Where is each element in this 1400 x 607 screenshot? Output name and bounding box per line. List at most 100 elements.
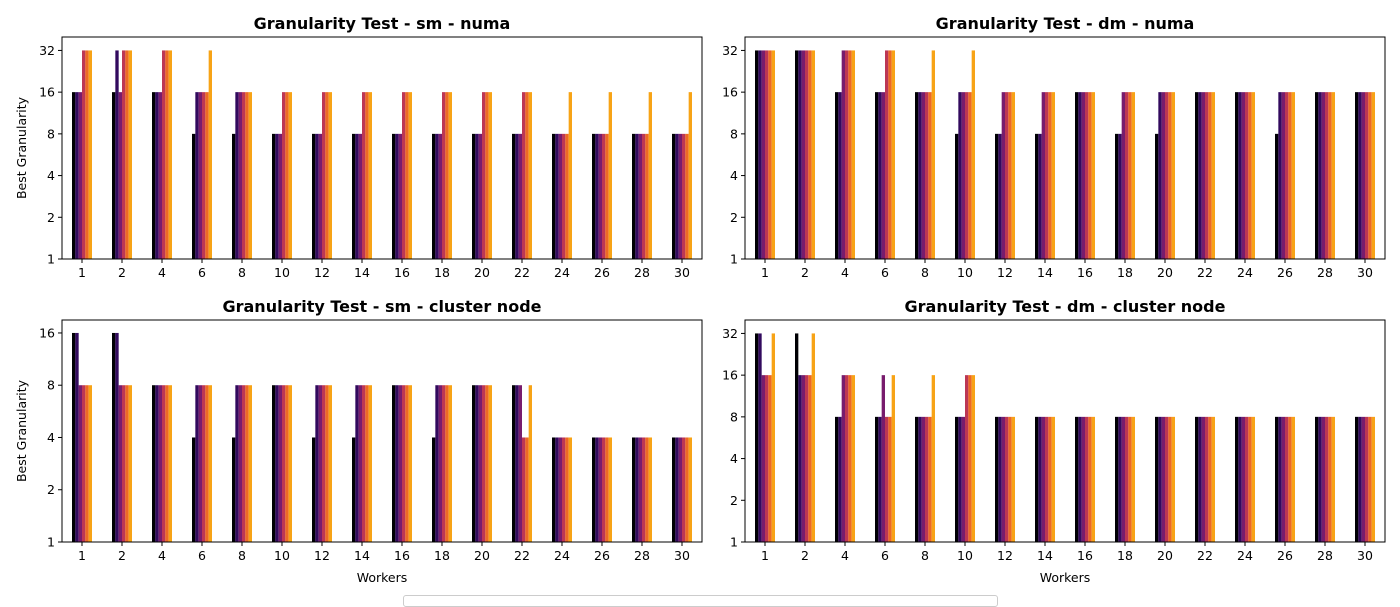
chart-2-xtick-label-11: 22 <box>514 548 530 563</box>
chart-1-bar-s2-c13 <box>1281 92 1285 259</box>
chart-2-bar-s1-c5 <box>275 385 279 542</box>
chart-2-bar-s0-c10 <box>472 385 476 542</box>
chart-3-xtick-label-12: 24 <box>1237 548 1253 563</box>
chart-3-bar-s4-c3 <box>888 416 892 542</box>
chart-1-bar-s5-c11 <box>1211 92 1215 259</box>
chart-3-xtick-label-6: 12 <box>997 548 1013 563</box>
chart-2-axes-frame <box>61 319 703 543</box>
chart-1-bar-s4-c13 <box>1288 92 1292 259</box>
chart-2-bar-s5-c1 <box>128 385 132 542</box>
chart-0-title: Granularity Test - sm - numa <box>254 14 511 33</box>
chart-2-xtick-label-0: 1 <box>78 548 86 563</box>
chart-2-bar-s2-c14 <box>638 437 642 542</box>
chart-0-bar-s1-c14 <box>635 133 639 259</box>
chart-1-bar-s4-c1 <box>808 50 812 260</box>
chart-1-xtick-label-5: 10 <box>957 265 973 280</box>
chart-2-ylabel: Best Granularity <box>14 379 29 482</box>
chart-3-bar-s5-c12 <box>1251 416 1255 542</box>
chart-3-bar-s5-c9 <box>1131 416 1135 542</box>
chart-2-bar-s4-c15 <box>685 437 689 542</box>
chart-0-bar-s2-c14 <box>638 133 642 259</box>
chart-0-ytick-label-5: 32 <box>39 43 55 58</box>
chart-0-bar-s1-c3 <box>195 92 199 259</box>
chart-1-bar-s4-c10 <box>1168 92 1172 259</box>
chart-3-ytick-label-0: 1 <box>730 535 738 550</box>
chart-3-bar-s1-c3 <box>878 416 882 542</box>
chart-3-bar-s0-c12 <box>1235 416 1239 542</box>
chart-2-bar-s0-c3 <box>192 437 196 542</box>
chart-1-bar-s1-c6 <box>998 133 1002 259</box>
chart-0-bar-s5-c6 <box>328 92 332 259</box>
chart-3-bar-s2-c8 <box>1081 416 1085 542</box>
chart-3-bar-s4-c11 <box>1208 416 1212 542</box>
chart-3-bar-s3-c6 <box>1005 416 1009 542</box>
chart-0-bar-s3-c7 <box>362 92 366 259</box>
chart-2-bar-s2-c0 <box>78 385 82 542</box>
chart-0-bar-s0-c10 <box>472 133 476 259</box>
chart-3-bar-s5-c1 <box>811 333 815 542</box>
chart-0-bar-s5-c3 <box>208 50 212 260</box>
chart-0-bar-s1-c5 <box>275 133 279 259</box>
chart-0-bar-s5-c14 <box>648 92 652 259</box>
legend <box>403 595 998 607</box>
chart-0-xtick-label-5: 10 <box>274 265 290 280</box>
chart-3-bar-s3-c13 <box>1285 416 1289 542</box>
chart-3-bar-s3-c15 <box>1365 416 1369 542</box>
chart-0-xtick-label-9: 18 <box>434 265 450 280</box>
chart-3-bar-s5-c10 <box>1171 416 1175 542</box>
chart-3-xtick-label-5: 10 <box>957 548 973 563</box>
chart-0-bar-s4-c10 <box>485 92 489 259</box>
chart-2-bar-s5-c15 <box>688 437 692 542</box>
chart-3-bar-s0-c13 <box>1275 416 1279 542</box>
chart-2-bar-s5-c9 <box>448 385 452 542</box>
chart-2-bar-s5-c12 <box>568 437 572 542</box>
chart-1-bar-s5-c13 <box>1291 92 1295 259</box>
chart-0-xtick-label-10: 20 <box>474 265 490 280</box>
chart-2-bar-s0-c12 <box>552 437 556 542</box>
chart-3-bar-s0-c0 <box>755 333 759 542</box>
chart-3-xtick-label-3: 6 <box>881 548 889 563</box>
chart-2-xtick-label-7: 14 <box>354 548 370 563</box>
chart-2-bar-s2-c6 <box>318 385 322 542</box>
chart-2-bar-s5-c6 <box>328 385 332 542</box>
chart-0-bar-s2-c3 <box>198 92 202 259</box>
chart-2-bar-s5-c11 <box>528 385 532 542</box>
chart-1-xtick-label-9: 18 <box>1117 265 1133 280</box>
chart-2-xtick-label-10: 20 <box>474 548 490 563</box>
chart-0-bar-s3-c15 <box>682 133 686 259</box>
chart-3-ytick-label-5: 32 <box>722 326 738 341</box>
chart-1-ytick-label-5: 32 <box>722 43 738 58</box>
chart-2-bar-s1-c8 <box>395 385 399 542</box>
chart-1-bar-s3-c9 <box>1125 92 1129 259</box>
chart-3-bar-s1-c7 <box>1038 416 1042 542</box>
chart-0-bar-s5-c10 <box>488 92 492 259</box>
chart-2-bar-s2-c15 <box>678 437 682 542</box>
chart-2-xtick-label-14: 28 <box>634 548 650 563</box>
chart-3-bar-s1-c6 <box>998 416 1002 542</box>
chart-2-bar-s2-c12 <box>558 437 562 542</box>
chart-3-xlabel: Workers <box>1040 570 1091 585</box>
chart-3-bar-s0-c9 <box>1115 416 1119 542</box>
chart-3-bar-s0-c14 <box>1315 416 1319 542</box>
chart-2-bar-s2-c7 <box>358 385 362 542</box>
chart-2-bar-s2-c10 <box>478 385 482 542</box>
chart-2-bar-s3-c4 <box>242 385 246 542</box>
chart-1-bar-s0-c0 <box>755 50 759 260</box>
chart-1-bar-s2-c1 <box>801 50 805 260</box>
chart-2-xtick-label-13: 26 <box>594 548 610 563</box>
chart-2-bar-s3-c10 <box>482 385 486 542</box>
chart-1-bar-s1-c4 <box>918 92 922 259</box>
chart-0-bar-s1-c9 <box>435 133 439 259</box>
chart-3-bar-s0-c6 <box>995 416 999 542</box>
chart-3-bar-s5-c6 <box>1011 416 1015 542</box>
chart-0-xtick-label-2: 4 <box>158 265 166 280</box>
chart-2-bar-s3-c7 <box>362 385 366 542</box>
chart-0-bar-s3-c12 <box>562 133 566 259</box>
chart-1-bar-s0-c5 <box>955 133 959 259</box>
chart-3-bar-s1-c14 <box>1318 416 1322 542</box>
chart-0-bar-s0-c8 <box>392 133 396 259</box>
chart-1-bar-s4-c6 <box>1008 92 1012 259</box>
chart-2-xtick-label-1: 2 <box>118 548 126 563</box>
chart-2-bar-s5-c3 <box>208 385 212 542</box>
chart-0-bar-s2-c1 <box>118 92 122 259</box>
